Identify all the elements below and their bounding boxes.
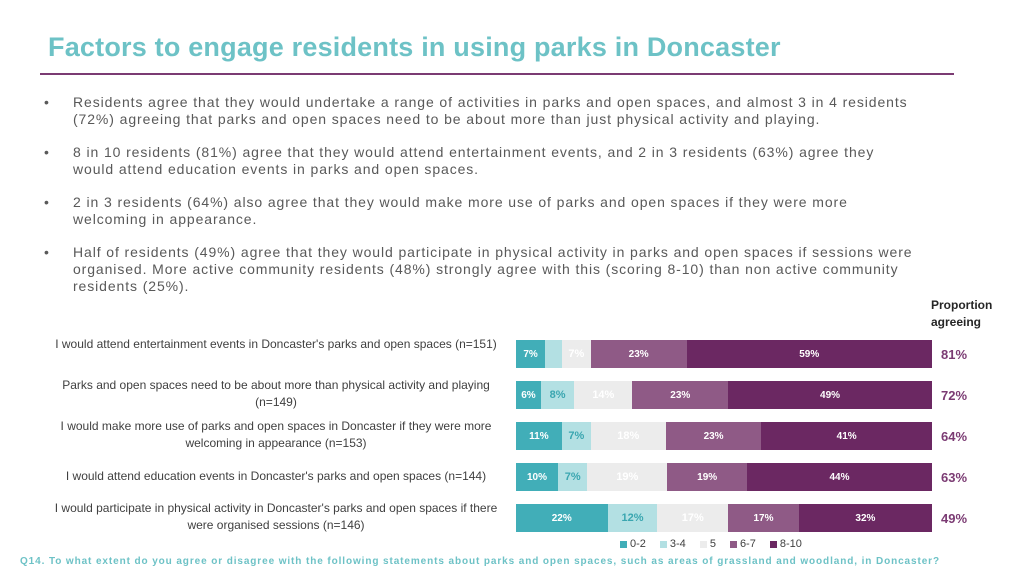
legend-swatch [729, 540, 737, 548]
page-title: Factors to engage residents in using par… [48, 32, 781, 62]
bar-segment-5: 18% [590, 422, 666, 450]
bar-segment-8-10: 32% [798, 504, 932, 532]
legend-swatch [659, 540, 667, 548]
stacked-bar: 7% 7% 23% 59% [516, 340, 932, 368]
legend-label: 5 [709, 538, 716, 550]
category-label: I would make more use of parks and open … [60, 419, 492, 450]
bullet-item: • Half of residents (49%) agree that they… [44, 244, 913, 294]
legend-label: 3-4 [669, 538, 686, 550]
bullet-icon: • [44, 144, 50, 160]
question-footnote: Q14. To what extent do you agree or disa… [20, 556, 940, 567]
bar-segment-6-7: 23% [632, 381, 729, 409]
legend-swatch [699, 540, 707, 548]
stacked-bar-chart: I would attend entertainment events in D… [0, 330, 1024, 540]
bar-segment-8-10: 59% [686, 340, 932, 368]
title-divider [40, 73, 954, 75]
legend-label: 6-7 [739, 538, 756, 550]
bar-segment-5: 14% [574, 381, 633, 409]
bar-segment-3-4: 7% [561, 422, 591, 450]
proportion-value: 64% [941, 429, 968, 444]
bar-segment-0-2: 22% [516, 504, 608, 532]
bullet-item: • 8 in 10 residents (81%) agree that they… [44, 144, 875, 177]
bar-segment-6-7: 23% [665, 422, 762, 450]
legend-item: 3-4 [659, 538, 686, 550]
bullet-item: • Residents agree that they would underta… [44, 94, 908, 127]
bar-segment-3-4: 7% [558, 463, 588, 491]
bar-segment-8-10: 49% [728, 381, 932, 409]
category-label: I would attend education events in Donca… [65, 469, 487, 483]
bar-segment-6-7: 17% [728, 504, 799, 532]
legend-item: 5 [699, 538, 716, 550]
bar-segment-5: 7% [561, 340, 591, 368]
legend-item: 6-7 [729, 538, 756, 550]
bar-segment-5: 19% [587, 463, 668, 491]
bar-segment-3-4: 8% [540, 381, 575, 409]
bar-segment-0-2: 6% [516, 381, 541, 409]
category-label: I would attend entertainment events in D… [55, 337, 497, 351]
stacked-bar: 11% 7% 18% 23% 41% [516, 422, 932, 450]
legend-item: 8-10 [769, 538, 802, 550]
bar-segment-0-2: 11% [516, 422, 562, 450]
chart-legend: 0-2 3-4 5 6-7 8-10 [620, 538, 802, 550]
bullet-icon: • [44, 244, 50, 260]
proportion-value: 49% [941, 511, 968, 526]
bar-segment-3-4 [545, 340, 562, 368]
bullet-icon: • [44, 194, 50, 210]
bullet-item: • 2 in 3 residents (64%) also agree that … [44, 194, 848, 227]
legend-label: 0-2 [630, 538, 646, 550]
bar-segment-6-7: 19% [667, 463, 748, 491]
legend-swatch [620, 540, 627, 548]
legend-swatch [769, 540, 777, 548]
proportion-header: Proportion agreeing [931, 298, 993, 329]
bar-segment-3-4: 12% [607, 504, 658, 532]
category-label: I would participate in physical activity… [54, 501, 498, 532]
stacked-bar: 22% 12% 17% 17% 32% [516, 504, 932, 532]
bar-segment-0-2: 10% [516, 463, 559, 491]
legend-item: 0-2 [620, 538, 646, 550]
proportion-value: 81% [941, 347, 968, 362]
bar-segment-8-10: 44% [747, 463, 932, 491]
stacked-bar: 10% 7% 19% 19% 44% [516, 463, 932, 491]
summary-bullets: • Residents agree that they would underta… [44, 94, 914, 311]
proportion-value: 63% [941, 470, 968, 485]
legend-label: 8-10 [779, 538, 802, 550]
bar-segment-5: 17% [657, 504, 729, 532]
stacked-bar: 6% 8% 14% 23% 49% [516, 381, 932, 409]
category-label: Parks and open spaces need to be about m… [62, 378, 490, 409]
bar-segment-0-2: 7% [516, 340, 546, 368]
bar-segment-8-10: 41% [761, 422, 932, 450]
proportion-value: 72% [941, 388, 968, 403]
bar-segment-6-7: 23% [590, 340, 687, 368]
bullet-icon: • [44, 94, 50, 110]
